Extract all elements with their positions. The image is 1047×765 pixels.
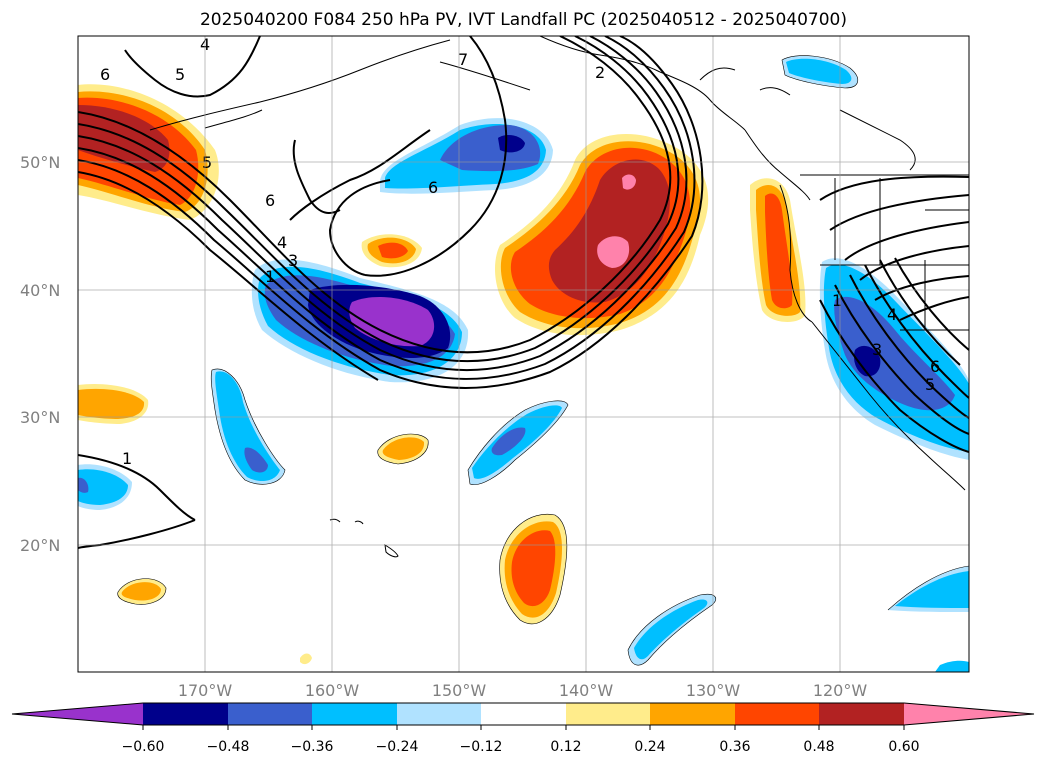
coastlines (149, 36, 969, 558)
colorbar-segment (397, 703, 481, 725)
colorbar-tick: −0.60 (122, 739, 165, 755)
colorbar-segment (819, 703, 904, 725)
contour-label: 2 (595, 63, 605, 82)
shading-outlines (117, 55, 969, 666)
contour-label: 6 (930, 357, 940, 376)
colorbar-segment (481, 703, 566, 725)
lon-label: 150°W (432, 681, 487, 700)
contour-label: 5 (175, 65, 185, 84)
map-frame (77, 35, 970, 673)
colorbar-tick: −0.12 (460, 739, 503, 755)
colorbar-tick: 0.48 (803, 739, 834, 755)
lat-label: 20°N (20, 536, 60, 555)
pv-contours (78, 36, 969, 549)
contour-label: 1 (265, 267, 275, 286)
contour-label: 3 (872, 340, 882, 359)
lon-label: 140°W (559, 681, 614, 700)
colorbar-segment (566, 703, 650, 725)
lon-label: 120°W (813, 681, 868, 700)
colorbar-segment (312, 703, 397, 725)
colorbar-tick: −0.48 (207, 739, 250, 755)
contour-label: 6 (265, 191, 275, 210)
colorbar-tick: 0.60 (888, 739, 919, 755)
colorbar-tick: 0.36 (719, 739, 750, 755)
gridlines (78, 36, 969, 672)
contour-label: 1 (832, 291, 842, 310)
contour-label: 3 (288, 251, 298, 270)
lon-label: 130°W (686, 681, 741, 700)
colorbar-arrow-right (904, 703, 1034, 725)
contour-label: 7 (458, 50, 468, 69)
colorbar-tick: −0.36 (291, 739, 334, 755)
contour-label: 4 (277, 233, 287, 252)
colorbar-arrow-left (12, 703, 143, 725)
contour-label: 5 (202, 153, 212, 172)
colorbar: −0.60 −0.48 −0.36 −0.24 −0.12 0.12 0.24 … (11, 702, 1035, 755)
colorbar-segment (228, 703, 312, 725)
lat-label: 30°N (20, 408, 60, 427)
lon-labels: 170°W 160°W 150°W 140°W 130°W 120°W (178, 681, 868, 700)
lon-label: 170°W (178, 681, 233, 700)
colorbar-tick: −0.24 (376, 739, 419, 755)
colorbar-tick: 0.12 (550, 739, 581, 755)
contour-label: 1 (122, 449, 132, 468)
colorbar-segment (650, 703, 735, 725)
pv-shading (78, 55, 969, 672)
map-area: 4 5 6 7 2 5 6 6 4 3 1 1 1 4 3 6 5 (78, 36, 969, 672)
lat-labels: 50°N 40°N 30°N 20°N (20, 153, 60, 555)
map-title: 2025040200 F084 250 hPa PV, IVT Landfall… (199, 10, 847, 30)
lon-label: 160°W (305, 681, 360, 700)
colorbar-segment (143, 703, 228, 725)
lat-label: 40°N (20, 281, 60, 300)
contour-label: 5 (925, 375, 935, 394)
lat-label: 50°N (20, 153, 60, 172)
colorbar-tick: 0.24 (634, 739, 665, 755)
contour-label: 6 (428, 178, 438, 197)
contour-labels: 4 5 6 7 2 5 6 6 4 3 1 1 1 4 3 6 5 (100, 36, 940, 468)
contour-label: 6 (100, 65, 110, 84)
contour-label: 4 (887, 305, 897, 324)
colorbar-segment (735, 703, 819, 725)
